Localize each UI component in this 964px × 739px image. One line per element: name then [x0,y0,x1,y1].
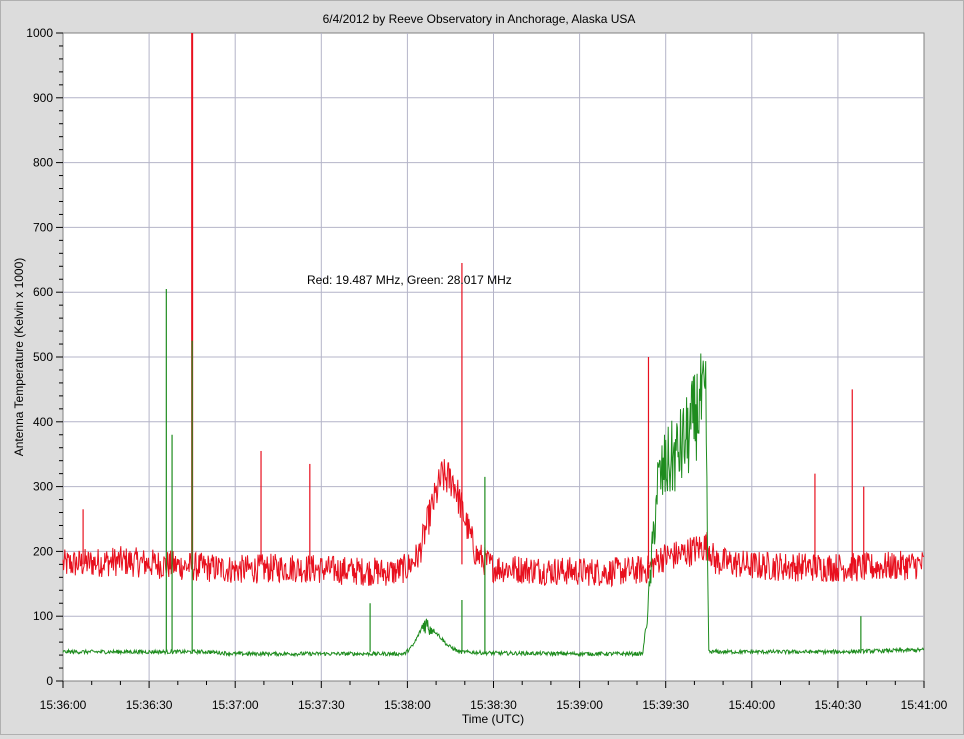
y-tick-label: 900 [33,91,53,105]
x-tick-label: 15:36:00 [40,698,87,712]
y-tick-label: 1000 [26,26,53,40]
y-tick-label: 300 [33,480,53,494]
y-tick-label: 800 [33,156,53,170]
x-tick-label: 15:41:00 [901,698,948,712]
x-tick-label: 15:38:30 [470,698,517,712]
y-tick-label: 400 [33,415,53,429]
y-axis-label: Antenna Temperature (Kelvin x 1000) [12,258,26,457]
x-tick-label: 15:40:30 [815,698,862,712]
x-tick-label: 15:36:30 [126,698,173,712]
x-tick-label: 15:37:00 [212,698,259,712]
y-tick-label: 500 [33,350,53,364]
x-tick-label: 15:39:00 [556,698,603,712]
y-tick-label: 200 [33,544,53,558]
x-tick-label: 15:39:30 [642,698,689,712]
x-tick-label: 15:38:00 [384,698,431,712]
chart-title: 6/4/2012 by Reeve Observatory in Anchora… [323,12,636,26]
y-tick-label: 600 [33,285,53,299]
chart-annotation: Red: 19.487 MHz, Green: 28.017 MHz [307,273,512,287]
x-tick-label: 15:37:30 [298,698,345,712]
y-tick-label: 0 [46,674,53,688]
y-tick-label: 100 [33,609,53,623]
y-tick-label: 700 [33,220,53,234]
x-axis-label: Time (UTC) [462,712,524,726]
x-tick-label: 15:40:00 [728,698,775,712]
